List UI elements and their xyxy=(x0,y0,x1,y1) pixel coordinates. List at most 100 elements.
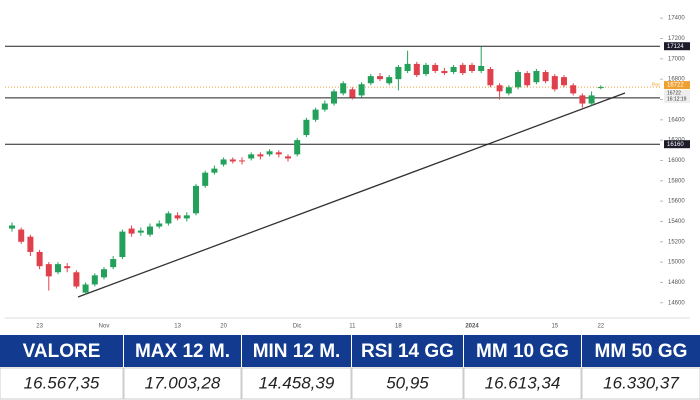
candle-body xyxy=(128,228,135,234)
x-tick-label: 11 xyxy=(349,324,356,330)
candle-body xyxy=(18,229,25,242)
candle-body xyxy=(496,85,503,92)
table-cell xyxy=(581,367,700,400)
candle-body xyxy=(349,89,356,98)
candle-body xyxy=(248,154,255,159)
candle-body xyxy=(358,84,365,96)
table-header: RSI 14 GG xyxy=(361,341,454,362)
trend-line xyxy=(77,92,626,298)
table-header: MIN 12 M. xyxy=(253,341,341,362)
y-tick-label: 15600 xyxy=(668,199,685,205)
x-tick-label: 18 xyxy=(395,324,402,330)
candle-body xyxy=(478,65,485,72)
candle-body xyxy=(533,71,540,83)
candle-body xyxy=(64,266,71,269)
candle-body xyxy=(257,154,264,157)
y-tick-label: 15400 xyxy=(668,219,685,225)
candle-body xyxy=(413,63,420,76)
candle-body xyxy=(551,76,558,90)
candle-body xyxy=(101,269,107,278)
candle-body xyxy=(156,223,163,227)
table-value: 16.613,34 xyxy=(485,373,561,392)
candle-body xyxy=(174,215,181,219)
candle-body xyxy=(404,63,411,72)
candle-body xyxy=(183,215,190,219)
candle-body xyxy=(239,160,245,162)
table-value: 16.330,37 xyxy=(603,373,679,392)
candle-body xyxy=(147,226,153,235)
candle-body xyxy=(165,213,172,224)
candle-body xyxy=(55,264,61,273)
candle-body xyxy=(211,168,218,173)
price-tag-box xyxy=(664,81,690,90)
candle-body xyxy=(27,236,34,252)
y-tick-label: 16800 xyxy=(668,77,685,83)
y-tick-label: 16400 xyxy=(668,117,685,123)
candle-body xyxy=(340,83,347,94)
table-header-cell xyxy=(0,335,123,367)
candle-body xyxy=(542,72,549,82)
x-tick-label: 22 xyxy=(597,324,604,330)
y-tick-label: 15800 xyxy=(668,178,685,184)
candle-body xyxy=(110,259,117,268)
candle-body xyxy=(579,95,586,104)
table-value: 14.458,39 xyxy=(259,373,335,392)
table-cell xyxy=(351,367,464,400)
candle-body xyxy=(469,64,475,72)
price-tag-label: Pre xyxy=(652,82,660,88)
table-cell xyxy=(123,367,242,400)
candle-body xyxy=(331,91,337,104)
candle-body xyxy=(367,76,374,84)
level-label: 16160 xyxy=(667,142,684,148)
candle-body xyxy=(285,156,291,159)
candle-body xyxy=(220,159,227,165)
candle-body xyxy=(505,87,512,94)
candle-body xyxy=(312,109,319,120)
candle-body xyxy=(266,151,273,155)
candle-body xyxy=(561,77,567,86)
table-header: MM 50 GG xyxy=(595,341,688,362)
candle-body xyxy=(515,72,521,88)
price-time-box xyxy=(664,90,690,104)
candle-body xyxy=(395,66,402,80)
candle-body xyxy=(524,73,531,86)
candle-body xyxy=(459,64,466,74)
candle-body xyxy=(9,225,15,229)
y-tick-label: 17200 xyxy=(668,36,685,42)
candle-body xyxy=(193,185,199,214)
table-header-cell xyxy=(464,335,581,367)
x-tick-label: 15 xyxy=(551,324,558,330)
candle-body xyxy=(597,87,604,89)
table-cell xyxy=(463,367,582,400)
price-tag-time: 16:12:19 xyxy=(667,96,687,102)
x-tick-label: Dic xyxy=(293,324,302,330)
candle-body xyxy=(432,64,439,72)
candle-body xyxy=(441,71,448,74)
price-tag-value: 16722 xyxy=(667,83,684,89)
candle-body xyxy=(119,231,126,258)
candle-body xyxy=(275,152,282,155)
candle-body xyxy=(423,64,429,75)
candle-body xyxy=(229,159,236,162)
y-tick-label: 17000 xyxy=(668,56,685,62)
candle-body xyxy=(377,76,383,80)
candle-body xyxy=(45,264,52,277)
candle-body xyxy=(36,251,43,267)
candle-body xyxy=(570,85,577,94)
y-tick-label: 14600 xyxy=(668,300,685,306)
table-cell xyxy=(241,367,352,400)
table-header-cell xyxy=(242,335,351,367)
y-tick-label: 15000 xyxy=(668,260,685,266)
table-header-cell xyxy=(352,335,463,367)
y-tick-label: 15200 xyxy=(668,239,685,245)
candle-body xyxy=(321,103,328,110)
candle-body xyxy=(487,68,494,86)
x-tick-label: Nov xyxy=(99,324,110,330)
table-value: 50,95 xyxy=(386,373,429,392)
level-label: 17124 xyxy=(667,44,684,50)
x-tick-label: 13 xyxy=(174,324,181,330)
table-cell xyxy=(0,367,124,400)
level-tag xyxy=(664,42,690,51)
